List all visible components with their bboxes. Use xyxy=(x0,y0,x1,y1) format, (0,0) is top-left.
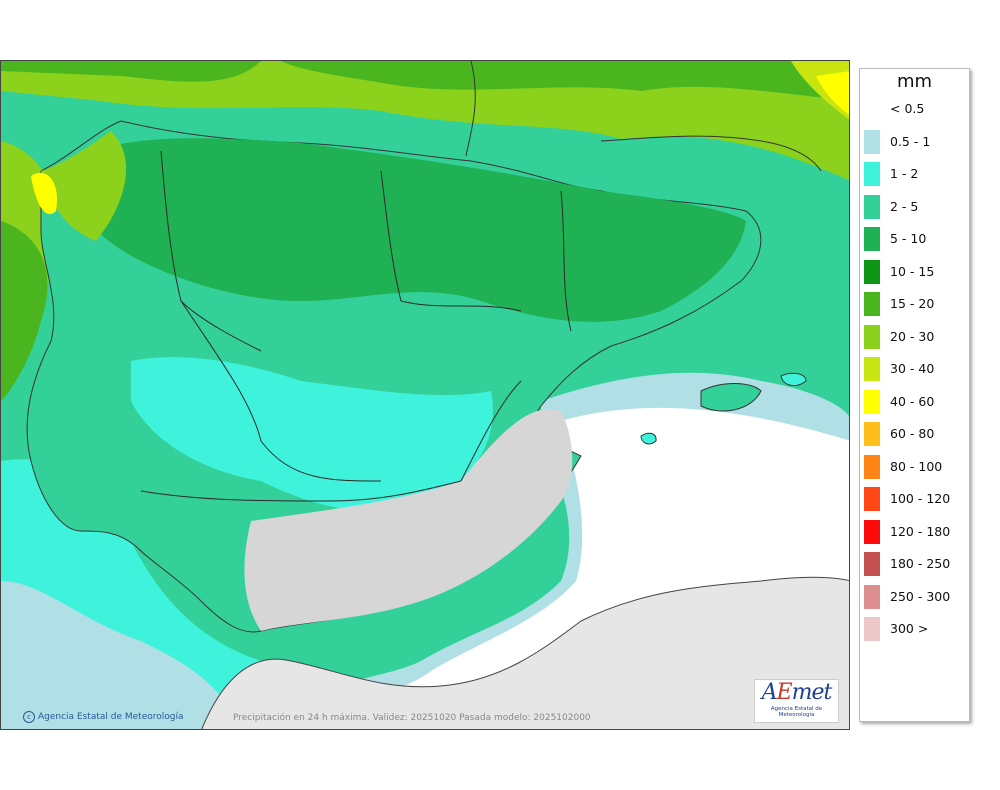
legend-item: < 0.5 xyxy=(864,97,968,121)
legend-label: 20 - 30 xyxy=(890,328,935,344)
legend-item: 1 - 2 xyxy=(864,162,968,186)
region-borders xyxy=(140,150,572,502)
legend-label: 80 - 100 xyxy=(890,458,943,474)
legend-label: 10 - 15 xyxy=(890,263,935,279)
precip-band-south xyxy=(1,581,241,729)
legend-item: 300 > xyxy=(864,617,968,641)
legend-swatch xyxy=(864,324,880,349)
legend-item: 80 - 100 xyxy=(864,454,968,479)
legend-swatch xyxy=(864,292,880,316)
legend-label: 60 - 80 xyxy=(890,426,935,441)
copyright-icon: c xyxy=(23,711,35,723)
legend-swatch xyxy=(864,584,880,609)
legend-label: 1 - 2 xyxy=(890,166,919,181)
precip-legend: mm < 0.5 0.5 - 1 1 - 2 2 - 5 5 - 10 10 - 15 15… xyxy=(859,68,970,722)
north-africa-land xyxy=(201,576,849,729)
island-menorca xyxy=(780,372,807,387)
precip-band-central xyxy=(131,357,493,512)
legend-item: 100 - 120 xyxy=(864,487,968,511)
legend-label: 5 - 10 xyxy=(890,231,927,246)
legend-swatch xyxy=(864,389,880,414)
coastline-north xyxy=(465,61,822,172)
legend-item: 250 - 300 xyxy=(864,584,968,609)
legend-swatch xyxy=(864,259,880,284)
precip-band-north-strong xyxy=(281,61,849,101)
precip-band-north xyxy=(1,61,849,181)
legend-swatch xyxy=(864,194,880,219)
precipitation-map[interactable]: c Agencia Estatal de Meteorología Precipi… xyxy=(0,60,850,730)
precip-band-atlantic xyxy=(1,221,48,401)
legend-label: 300 > xyxy=(890,621,929,636)
legend-swatch xyxy=(864,162,880,186)
legend-item: 120 - 180 xyxy=(864,519,968,544)
precip-band-galicia xyxy=(41,131,127,241)
map-canvas xyxy=(1,61,849,729)
map-caption: Precipitación en 24 h máxima. Validez: 2… xyxy=(233,713,591,723)
precip-band-northwest xyxy=(1,61,261,82)
legend-item: 180 - 250 xyxy=(864,552,968,576)
legend-item: 5 - 10 xyxy=(864,227,968,251)
legend-item: 20 - 30 xyxy=(864,324,968,349)
legend-item: 40 - 60 xyxy=(864,389,968,414)
legend-swatch xyxy=(864,552,880,576)
legend-item: 60 - 80 xyxy=(864,422,968,446)
island-ibiza xyxy=(640,432,657,445)
legend-label: 0.5 - 1 xyxy=(890,133,931,149)
logo-wordmark: AEmet xyxy=(761,680,833,705)
legend-item: 10 - 15 xyxy=(864,259,968,284)
legend-label: 120 - 180 xyxy=(890,523,951,539)
legend-swatch xyxy=(864,617,880,641)
legend-label: 100 - 120 xyxy=(890,491,951,506)
legend-swatch xyxy=(864,227,880,251)
legend-swatch xyxy=(864,422,880,446)
legend-label: 30 - 40 xyxy=(890,361,935,376)
legend-unit: mm xyxy=(896,71,933,92)
legend-label: 250 - 300 xyxy=(890,588,951,604)
legend-label: 15 - 20 xyxy=(890,296,935,311)
legend-swatch xyxy=(864,129,880,154)
dry-area-southeast xyxy=(244,409,573,631)
legend-swatch xyxy=(864,97,880,121)
legend-item: 30 - 40 xyxy=(864,357,968,381)
precip-max-northeast xyxy=(816,71,849,115)
island-mallorca xyxy=(700,383,762,412)
legend-item: 2 - 5 xyxy=(864,194,968,219)
legend-swatch xyxy=(864,487,880,511)
legend-swatch xyxy=(864,454,880,479)
credit-text: Agencia Estatal de Meteorología xyxy=(38,712,184,722)
legend-label: 2 - 5 xyxy=(890,198,919,214)
legend-swatch xyxy=(864,357,880,381)
legend-swatch xyxy=(864,519,880,544)
precip-max-galicia xyxy=(31,172,57,215)
agency-credit: c Agencia Estatal de Meteorología xyxy=(23,711,184,723)
aemet-logo: AEmet Agencia Estatal de Meteorología xyxy=(754,679,839,723)
legend-item: 0.5 - 1 xyxy=(864,129,968,154)
legend-label: 40 - 60 xyxy=(890,393,935,409)
legend-label: < 0.5 xyxy=(890,101,925,116)
legend-item: 15 - 20 xyxy=(864,292,968,316)
legend-label: 180 - 250 xyxy=(890,556,951,571)
logo-subtitle: Agencia Estatal de Meteorología xyxy=(770,706,823,718)
precip-band-north-spain xyxy=(61,138,746,322)
